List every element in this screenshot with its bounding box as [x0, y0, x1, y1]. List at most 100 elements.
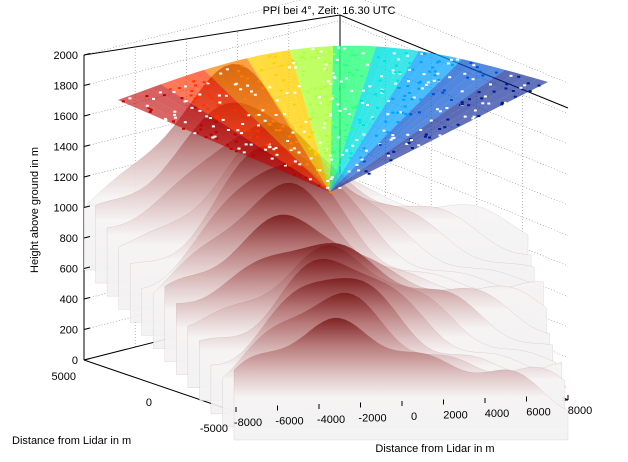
scan-cell [233, 109, 237, 112]
scan-cell [349, 152, 353, 155]
scan-cell [297, 85, 301, 88]
scan-cell [392, 52, 396, 55]
scan-cell [389, 138, 393, 141]
z-tick-label: 800 [60, 233, 78, 245]
scan-cell [329, 191, 333, 194]
scan-cell [509, 74, 513, 77]
scan-cell [410, 98, 414, 101]
scan-cell [435, 61, 439, 64]
scan-cell [329, 136, 333, 139]
scan-ray [330, 49, 419, 192]
scan-cell [505, 83, 509, 86]
scan-cell [214, 120, 218, 123]
scan-cell [329, 122, 333, 125]
scan-cell [199, 128, 203, 131]
scan-cell [204, 136, 208, 139]
scan-cell [471, 78, 475, 81]
scan-cell [297, 151, 301, 154]
scan-cell [451, 63, 454, 66]
scan-cell [326, 103, 330, 106]
scan-cell [213, 135, 217, 138]
scan-cell [314, 153, 317, 156]
scan-cell [193, 132, 197, 135]
scan-cell [358, 118, 362, 121]
scan-cell [241, 128, 244, 130]
scan-cell [386, 100, 390, 103]
scan-cell [234, 140, 238, 143]
scan-cell [376, 106, 379, 109]
scan-cell [352, 54, 356, 56]
scan-cell [519, 86, 523, 89]
scan-cell [233, 83, 237, 86]
scan-cell [152, 97, 155, 100]
scan-cell [319, 50, 323, 53]
scan-cell [376, 56, 380, 59]
scan-cell [329, 113, 332, 115]
scan-cell [240, 132, 243, 135]
scan-cell [412, 96, 416, 99]
scan-cell [253, 93, 257, 96]
scan-cell [298, 163, 302, 166]
scan-cell [359, 156, 363, 159]
z-axis-label: Height above ground in m [29, 147, 41, 273]
scan-cell [410, 139, 413, 142]
scan-cell [335, 58, 339, 61]
scan-cell [406, 54, 410, 57]
scan-cell [351, 144, 354, 147]
scan-cell [274, 73, 278, 76]
scan-cell [331, 72, 335, 75]
scan-cell [345, 149, 349, 152]
scan-cell [396, 121, 400, 124]
scan-cell [431, 93, 435, 96]
scan-cell [336, 136, 340, 139]
scan-cell [386, 152, 390, 155]
z-tick-mark [83, 327, 91, 330]
scan-cell [332, 53, 336, 55]
scan-cell [492, 90, 496, 93]
scan-cell [355, 69, 359, 72]
scan-cell [268, 146, 272, 149]
scan-cell [164, 119, 168, 122]
scan-cell [396, 111, 400, 114]
scan-cell [242, 151, 246, 154]
scan-cell [307, 136, 311, 138]
scan-cell [280, 166, 284, 169]
scan-cell [206, 82, 210, 85]
scan-cell [195, 131, 199, 134]
scan-cell [468, 98, 471, 101]
scan-cell [406, 133, 410, 136]
x-tick-label: -4000 [317, 414, 345, 426]
scan-cell [193, 106, 197, 109]
scan-cell [215, 137, 219, 140]
scan-cell [395, 64, 398, 67]
scan-cell [357, 169, 361, 172]
scan-cell [403, 94, 407, 97]
scan-cell [398, 111, 402, 114]
scan-ray [171, 76, 330, 192]
scan-cell [517, 75, 521, 78]
scan-cell [299, 56, 303, 59]
scan-cell [258, 107, 262, 109]
scan-cell [408, 62, 412, 65]
scan-cell [477, 91, 481, 94]
scan-cell [403, 105, 407, 108]
scan-cell [442, 89, 446, 92]
scan-cell [339, 80, 343, 83]
scan-cell [459, 103, 463, 106]
terrain-ridge [233, 317, 569, 441]
scan-cell [338, 187, 342, 189]
scan-cell [267, 123, 271, 125]
scan-cell [537, 84, 541, 87]
scan-cell [481, 74, 485, 77]
scan-cell [472, 64, 476, 67]
scan-cell [358, 121, 362, 124]
scan-cell [480, 97, 484, 100]
y-axis-ticks: 5000 0 -5000 [52, 371, 228, 435]
scan-cell [295, 62, 299, 65]
scan-ray [330, 51, 430, 192]
scan-cell [221, 118, 225, 121]
scan-cell [463, 115, 467, 118]
scan-cell [128, 97, 132, 100]
scan-cell [478, 70, 482, 73]
scan-ray [330, 45, 366, 193]
